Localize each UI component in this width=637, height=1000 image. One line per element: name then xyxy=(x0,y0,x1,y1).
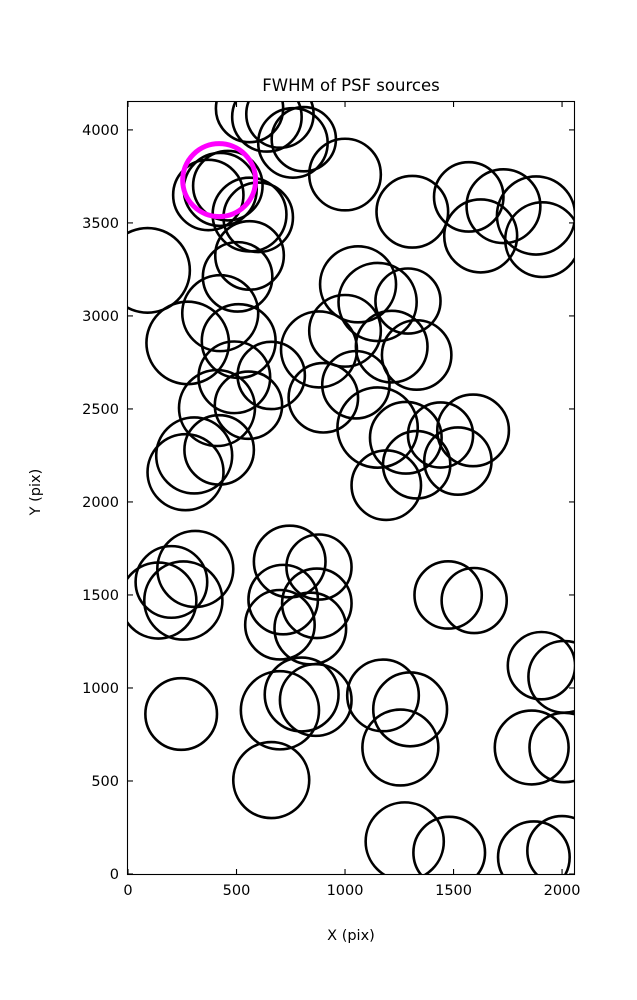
psf-source-circle xyxy=(243,588,316,661)
psf-source-circle xyxy=(361,708,440,787)
psf-source-circle xyxy=(191,149,264,222)
psf-source-circle xyxy=(307,137,383,212)
psf-source-circle xyxy=(252,524,327,599)
psf-source-circle xyxy=(440,566,509,635)
psf-source-circle xyxy=(201,240,274,313)
psf-source-circle xyxy=(336,386,420,469)
psf-source-circle xyxy=(495,175,574,256)
psf-source-circle xyxy=(381,429,452,500)
psf-source-circle xyxy=(345,658,421,733)
y-tick-label: 1500 xyxy=(82,588,119,604)
y-axis-label: Y (pix) xyxy=(28,469,44,517)
psf-source-circle xyxy=(146,432,225,512)
psf-source-circle xyxy=(177,368,257,448)
psf-source-circle xyxy=(239,669,321,751)
psf-source-circle xyxy=(368,400,443,475)
psf-source-circle xyxy=(435,393,511,468)
psf-source-circle xyxy=(406,401,475,469)
psf-source-circle xyxy=(263,656,340,733)
axes-frame xyxy=(126,100,576,876)
y-tick-label: 3000 xyxy=(82,309,119,325)
psf-source-circle xyxy=(230,102,303,153)
psf-source-circle xyxy=(465,167,542,245)
x-axis-ticks: 0 500 1000 1500 2000 xyxy=(123,102,581,899)
y-tick-label: 500 xyxy=(91,774,119,790)
psf-source-circle xyxy=(432,160,505,233)
y-tick-label: 0 xyxy=(110,867,119,883)
y-tick-label: 3500 xyxy=(82,216,119,232)
psf-source-circle xyxy=(371,671,449,748)
x-tick-label: 500 xyxy=(223,883,251,899)
psf-source-circle xyxy=(354,309,429,384)
psf-source-circle xyxy=(247,563,320,636)
psf-source-circle xyxy=(496,820,571,874)
psf-source-circle xyxy=(318,245,398,324)
psf-source-circle xyxy=(413,560,484,630)
psf-source-circle xyxy=(154,416,234,495)
psf-source-circle xyxy=(506,630,574,701)
psf-source-circle xyxy=(144,676,219,752)
psf-source-circle xyxy=(412,815,487,874)
psf-source-circle xyxy=(350,449,423,522)
psf-source-circle xyxy=(422,426,493,496)
psf-source-circle xyxy=(128,226,192,314)
psf-source-circle xyxy=(374,267,442,335)
psf-source-circle xyxy=(180,273,260,353)
psf-source-circle xyxy=(503,201,574,279)
x-axis-label: X (pix) xyxy=(327,928,375,944)
y-tick-label: 2000 xyxy=(82,495,119,511)
selected-source-marker[interactable] xyxy=(180,141,259,220)
psf-source-circle xyxy=(128,561,198,640)
y-axis-ticks: 0 500 1000 1500 2000 2500 3000 3500 4000 xyxy=(82,123,574,883)
y-tick-label: 2500 xyxy=(82,402,119,418)
psf-source-circle xyxy=(231,740,311,820)
y-tick-label: 4000 xyxy=(82,123,119,139)
page-title: FWHM of PSF sources xyxy=(262,76,439,95)
psf-source-circle xyxy=(197,340,272,415)
psf-source-circle xyxy=(337,261,418,343)
psf-source-circle xyxy=(171,158,245,232)
psf-source-circle xyxy=(213,370,284,441)
psf-source-circle xyxy=(320,349,391,420)
x-tick-label: 2000 xyxy=(544,883,581,899)
psf-source-circle xyxy=(528,711,574,784)
psf-source-circle xyxy=(287,361,360,434)
psf-source-circle xyxy=(280,567,353,640)
y-tick-label: 1000 xyxy=(82,681,119,697)
psf-source-circle xyxy=(375,174,450,249)
x-tick-label: 0 xyxy=(123,883,132,899)
psf-source-circle xyxy=(183,413,256,486)
psf-source-circle xyxy=(442,198,519,274)
psf-source-circle xyxy=(380,318,453,392)
highlighted-psf-source-circle[interactable] xyxy=(180,141,259,220)
psf-source-circle xyxy=(493,709,570,786)
psf-source-circle xyxy=(526,814,574,874)
psf-source-markers xyxy=(128,102,574,874)
psf-source-circle xyxy=(278,662,353,738)
x-tick-label: 1000 xyxy=(327,883,364,899)
psf-source-circle xyxy=(364,801,446,874)
psf-source-circle xyxy=(307,293,383,368)
psf-source-circle xyxy=(134,544,209,620)
psf-source-circle xyxy=(142,560,224,641)
x-tick-label: 1500 xyxy=(435,883,472,899)
